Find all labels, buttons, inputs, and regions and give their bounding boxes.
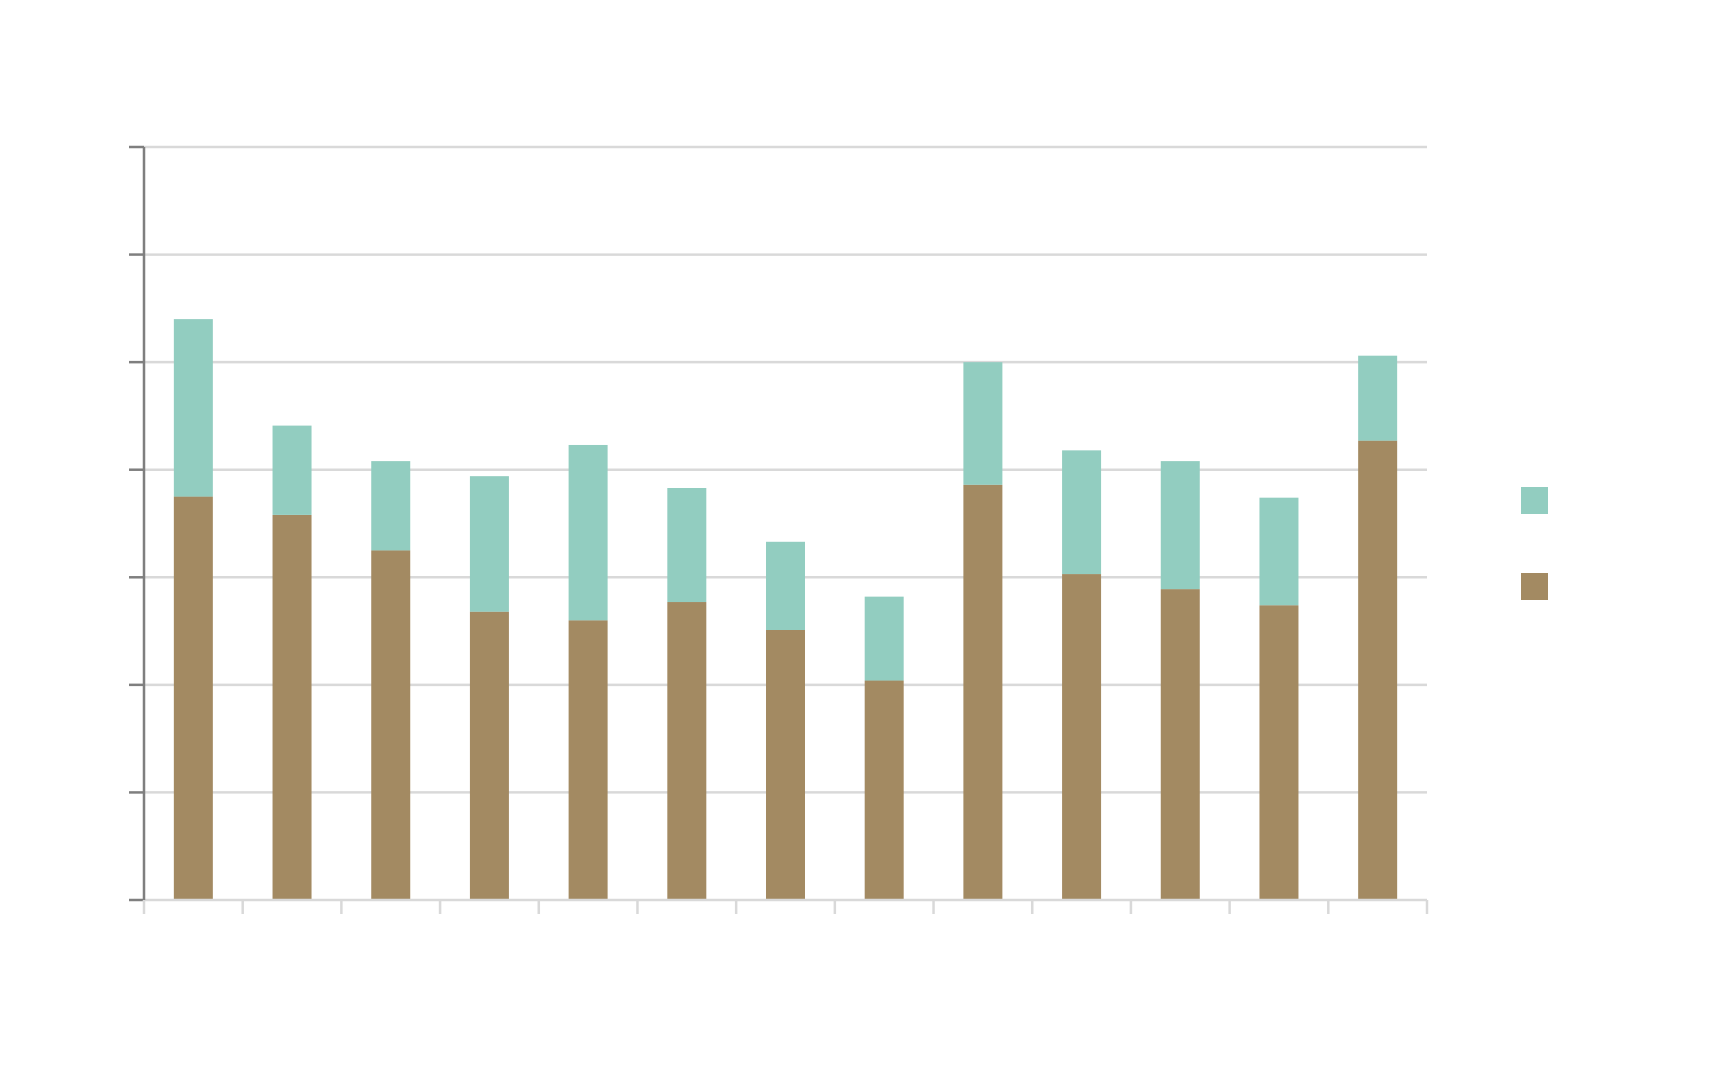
bar-series2-3 xyxy=(371,461,411,551)
bar-series2-10 xyxy=(1062,450,1102,575)
bar-series1-5 xyxy=(568,620,608,900)
bar-series1-3 xyxy=(371,550,411,900)
bar-series2-9 xyxy=(963,362,1003,485)
bar-series2-12 xyxy=(1259,497,1299,606)
bar-series1-12 xyxy=(1259,605,1299,900)
bars xyxy=(173,319,1398,900)
bar-series1-1 xyxy=(173,496,213,900)
bar-series1-4 xyxy=(469,611,509,900)
legend-swatch-1 xyxy=(1521,487,1548,514)
bar-series2-6 xyxy=(667,488,707,603)
bar-series2-7 xyxy=(766,541,805,630)
legend-swatch-2 xyxy=(1521,573,1548,600)
bar-series2-13 xyxy=(1358,355,1398,441)
bar-series2-11 xyxy=(1160,461,1200,590)
bar-series2-2 xyxy=(272,425,312,515)
bar-series1-13 xyxy=(1358,440,1398,900)
bar-series2-8 xyxy=(864,596,904,681)
bar-series1-9 xyxy=(963,484,1003,900)
axes xyxy=(129,145,1429,914)
bar-series1-2 xyxy=(272,514,312,900)
bar-series1-6 xyxy=(667,602,707,900)
bar-series2-4 xyxy=(469,476,509,612)
bar-series1-10 xyxy=(1062,574,1102,900)
bar-series1-7 xyxy=(766,629,805,900)
bar-series2-5 xyxy=(568,444,608,621)
legend xyxy=(1521,487,1548,600)
bar-series1-8 xyxy=(864,680,904,900)
bar-series2-1 xyxy=(173,319,213,497)
bar-series1-11 xyxy=(1160,589,1200,900)
